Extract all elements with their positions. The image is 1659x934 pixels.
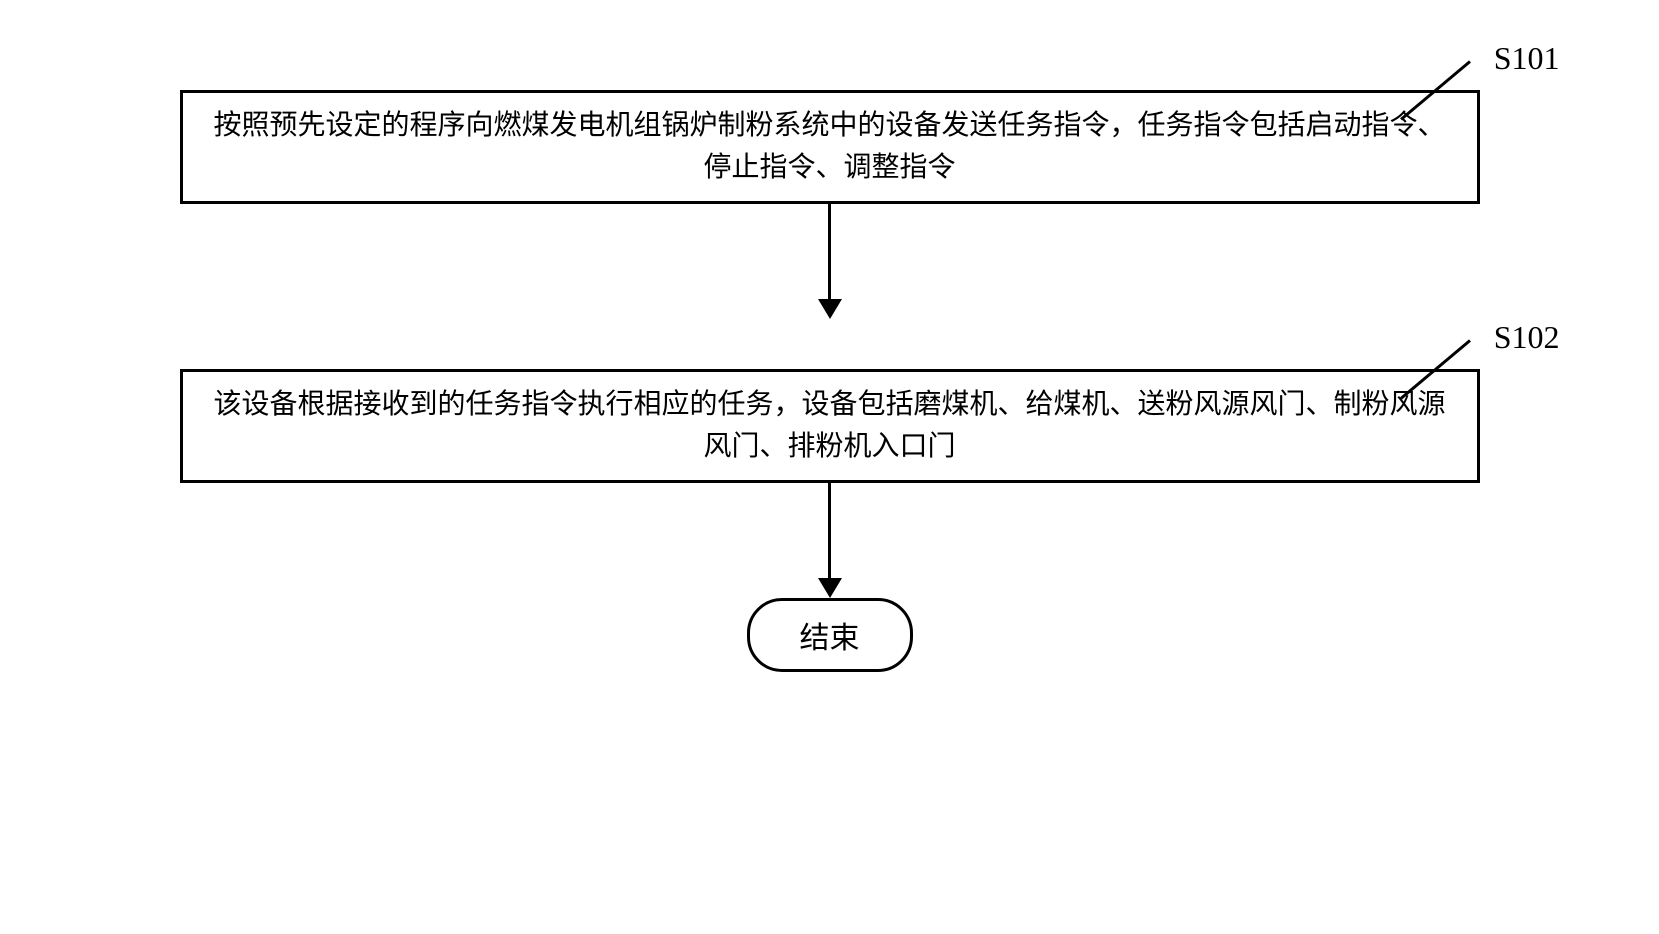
arrow-2-head	[818, 578, 842, 598]
flowchart-diagram: S101 按照预先设定的程序向燃煤发电机组锅炉制粉系统中的设备发送任务指令，任务…	[80, 40, 1580, 672]
arrow-1-line	[828, 204, 831, 304]
step-2-label: S102	[1494, 319, 1560, 356]
step-2-box: 该设备根据接收到的任务指令执行相应的任务，设备包括磨煤机、给煤机、送粉风源风门、…	[180, 369, 1480, 483]
terminator-container: 结束	[80, 598, 1580, 672]
terminator-box: 结束	[747, 598, 913, 672]
step-1-container: S101 按照预先设定的程序向燃煤发电机组锅炉制粉系统中的设备发送任务指令，任务…	[80, 90, 1580, 204]
step-1-box: 按照预先设定的程序向燃煤发电机组锅炉制粉系统中的设备发送任务指令，任务指令包括启…	[180, 90, 1480, 204]
step-2-container: S102 该设备根据接收到的任务指令执行相应的任务，设备包括磨煤机、给煤机、送粉…	[80, 369, 1580, 483]
arrow-1	[80, 204, 1580, 319]
arrow-2-line	[828, 483, 831, 583]
arrow-2	[80, 483, 1580, 598]
arrow-1-head	[818, 299, 842, 319]
step-1-label: S101	[1494, 40, 1560, 77]
